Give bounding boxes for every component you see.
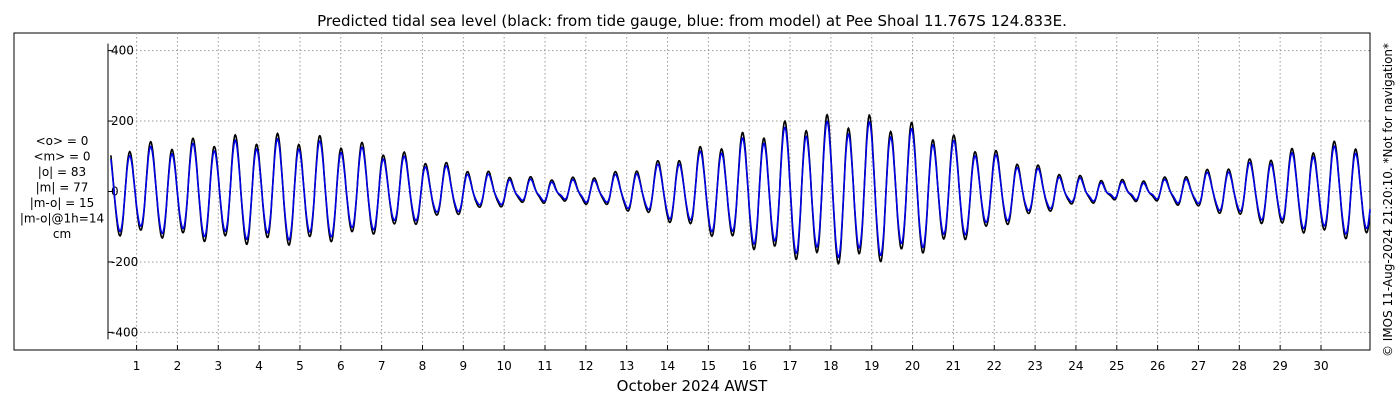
x-tick-label: 17 bbox=[782, 359, 797, 373]
x-tick-label: 1 bbox=[133, 359, 141, 373]
grid-lines bbox=[108, 33, 1370, 350]
x-tick-label: 10 bbox=[497, 359, 512, 373]
x-tick-label: 18 bbox=[823, 359, 838, 373]
y-tick-label: 400 bbox=[111, 44, 134, 58]
x-tick-label: 28 bbox=[1232, 359, 1247, 373]
stats-line: |m-o| = 15 bbox=[30, 196, 95, 210]
y-tick-label: 200 bbox=[111, 114, 134, 128]
chart-title: Predicted tidal sea level (black: from t… bbox=[317, 12, 1067, 30]
y-tick-label: -400 bbox=[111, 325, 138, 339]
stats-line: cm bbox=[53, 227, 71, 241]
y-tick-label: -200 bbox=[111, 255, 138, 269]
x-tick-label: 21 bbox=[946, 359, 961, 373]
x-tick-label: 5 bbox=[296, 359, 304, 373]
stats-line: <o> = 0 bbox=[36, 134, 89, 148]
x-tick-label: 30 bbox=[1313, 359, 1328, 373]
stats-line: |m| = 77 bbox=[36, 181, 89, 195]
x-tick-label: 8 bbox=[419, 359, 427, 373]
x-tick-label: 12 bbox=[578, 359, 593, 373]
stats-line: |m-o|@1h=14 bbox=[20, 212, 104, 226]
stats-panel: <o> = 0 <m> = 0|o| = 83 |m| = 77|m-o| = 15… bbox=[20, 134, 104, 241]
x-tick-label: 20 bbox=[905, 359, 920, 373]
x-axis: 1 2 3 4 5 6 7 8 9 10 11 12 13 14 15 16 17 18 19 20 21 22 23 24 2… bbox=[133, 345, 1329, 373]
copyright-note: © IMOS 11-Aug-2024 21:20:10. *Not for na… bbox=[1381, 43, 1395, 357]
series-line-model bbox=[110, 120, 1371, 259]
x-tick-label: 24 bbox=[1068, 359, 1083, 373]
x-tick-label: 19 bbox=[864, 359, 879, 373]
x-tick-label: 2 bbox=[174, 359, 182, 373]
x-tick-label: 23 bbox=[1027, 359, 1042, 373]
x-tick-label: 14 bbox=[660, 359, 675, 373]
x-tick-label: 25 bbox=[1109, 359, 1124, 373]
x-tick-label: 3 bbox=[214, 359, 222, 373]
stats-line: |o| = 83 bbox=[38, 165, 86, 179]
x-tick-label: 13 bbox=[619, 359, 634, 373]
x-tick-label: 7 bbox=[378, 359, 386, 373]
x-tick-label: 9 bbox=[460, 359, 468, 373]
x-tick-label: 15 bbox=[701, 359, 716, 373]
x-tick-label: 27 bbox=[1191, 359, 1206, 373]
x-tick-label: 4 bbox=[255, 359, 263, 373]
outer-frame bbox=[13, 32, 1371, 351]
x-tick-label: 22 bbox=[987, 359, 1002, 373]
x-tick-label: 6 bbox=[337, 359, 345, 373]
x-tick-label: 29 bbox=[1273, 359, 1288, 373]
x-tick-label: 26 bbox=[1150, 359, 1165, 373]
stats-line: <m> = 0 bbox=[33, 150, 90, 164]
x-axis-label: October 2024 AWST bbox=[617, 377, 769, 395]
x-tick-label: 11 bbox=[537, 359, 552, 373]
x-tick-label: 16 bbox=[742, 359, 757, 373]
